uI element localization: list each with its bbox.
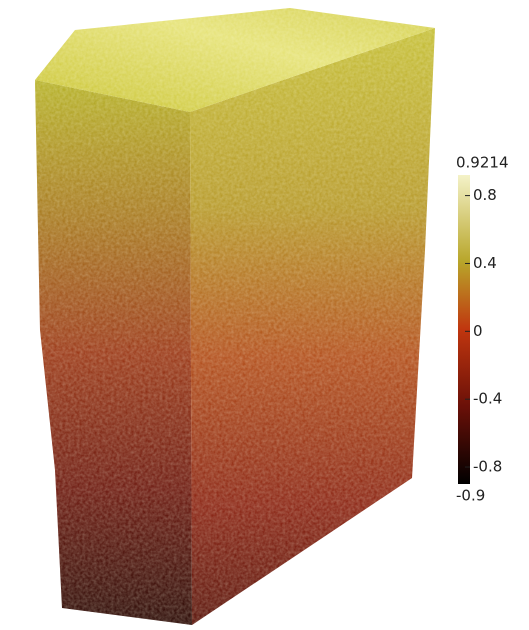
- tick-label: 0.8: [473, 186, 497, 204]
- block: [35, 8, 435, 625]
- tick-label: -0.8: [473, 458, 502, 476]
- colorbar-max-label: 0.9214: [456, 154, 509, 172]
- texture: [35, 8, 435, 625]
- tick-label: 0: [473, 322, 483, 340]
- colorbar-min-label: -0.9: [456, 487, 485, 505]
- colorbar-gradient: [458, 175, 470, 484]
- tick-label: 0.4: [473, 254, 497, 272]
- tick-label: -0.4: [473, 390, 502, 408]
- colorbar: 0.9214 -0.9 0.8 0.4 0 -0.4 -0.8: [456, 154, 509, 505]
